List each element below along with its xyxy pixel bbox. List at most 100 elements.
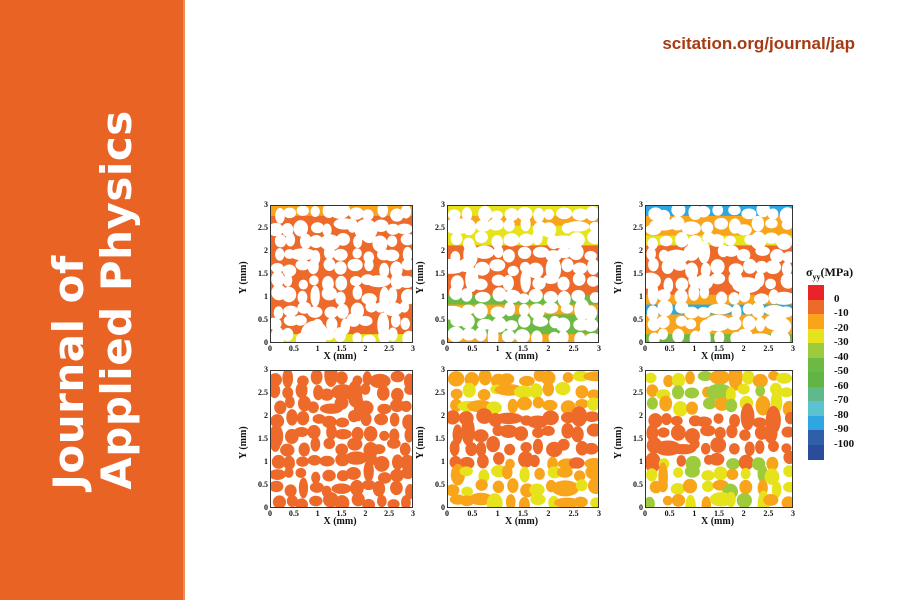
y-axis-label: Y (mm) (613, 426, 624, 459)
y-axis-label: Y (mm) (613, 261, 624, 294)
stress-map-plot (447, 370, 599, 508)
x-axis-label: X (mm) (701, 516, 734, 527)
y-tick-label: 1 (429, 457, 445, 466)
colorbar-label: -20 (834, 322, 849, 334)
y-tick-label: 2.5 (429, 388, 445, 397)
y-tick-label: 0 (627, 338, 643, 347)
x-tick-label: 3 (411, 344, 415, 353)
y-tick-label: 3 (252, 200, 268, 209)
y-tick-label: 1.5 (627, 269, 643, 278)
y-tick-label: 0.5 (429, 315, 445, 324)
colorbar-label: -30 (834, 336, 849, 348)
x-tick-label: 1 (692, 509, 696, 518)
y-axis-label: Y (mm) (415, 426, 426, 459)
x-tick-label: 0 (268, 509, 272, 518)
colorbar-swatch (808, 300, 824, 315)
x-tick-label: 2.5 (384, 509, 394, 518)
stress-map-plot (270, 205, 413, 343)
y-tick-label: 2 (429, 246, 445, 255)
x-tick-label: 0.5 (665, 509, 675, 518)
y-tick-label: 2 (627, 411, 643, 420)
y-tick-label: 2 (429, 411, 445, 420)
colorbar-label: 0 (834, 293, 840, 305)
y-tick-label: 0 (429, 338, 445, 347)
y-tick-label: 1.5 (252, 269, 268, 278)
y-tick-label: 0.5 (252, 315, 268, 324)
x-tick-label: 1 (496, 509, 500, 518)
stress-map-plot (447, 205, 599, 343)
x-tick-label: 2.5 (569, 344, 579, 353)
y-tick-label: 1.5 (252, 434, 268, 443)
x-tick-label: 2 (546, 344, 550, 353)
y-tick-label: 0.5 (429, 480, 445, 489)
x-tick-label: 0.5 (289, 344, 299, 353)
colorbar-label: -60 (834, 380, 849, 392)
y-tick-label: 0 (252, 338, 268, 347)
stress-map-plot (645, 205, 793, 343)
x-tick-label: 0 (445, 509, 449, 518)
y-tick-label: 2.5 (252, 388, 268, 397)
x-tick-label: 2.5 (569, 509, 579, 518)
y-tick-label: 0 (252, 503, 268, 512)
x-tick-label: 2 (742, 509, 746, 518)
y-tick-label: 3 (252, 365, 268, 374)
y-tick-label: 2 (627, 246, 643, 255)
colorbar-title: σyy(MPa) (806, 265, 853, 281)
x-tick-label: 2 (742, 344, 746, 353)
y-tick-label: 0 (627, 503, 643, 512)
y-tick-label: 2.5 (252, 223, 268, 232)
colorbar-swatch (808, 285, 824, 300)
y-tick-label: 1.5 (429, 434, 445, 443)
colorbar-swatch (808, 430, 824, 445)
x-tick-label: 0.5 (289, 509, 299, 518)
x-tick-label: 1 (496, 344, 500, 353)
colorbar-swatch (808, 387, 824, 402)
y-tick-label: 1 (429, 292, 445, 301)
x-tick-label: 1 (692, 344, 696, 353)
y-axis-label: Y (mm) (415, 261, 426, 294)
y-tick-label: 1.5 (627, 434, 643, 443)
x-tick-label: 0.5 (467, 509, 477, 518)
x-tick-label: 0 (268, 344, 272, 353)
y-tick-label: 0.5 (627, 315, 643, 324)
x-tick-label: 1 (316, 344, 320, 353)
y-tick-label: 1 (252, 292, 268, 301)
y-tick-label: 0.5 (252, 480, 268, 489)
x-tick-label: 0 (643, 509, 647, 518)
y-tick-label: 0 (429, 503, 445, 512)
colorbar-swatch (808, 416, 824, 431)
y-tick-label: 2 (252, 411, 268, 420)
colorbar-swatch (808, 372, 824, 387)
x-axis-label: X (mm) (505, 351, 538, 362)
y-tick-label: 2.5 (627, 388, 643, 397)
x-axis-label: X (mm) (505, 516, 538, 527)
colorbar-swatch (808, 401, 824, 416)
y-tick-label: 2 (252, 246, 268, 255)
journal-sidebar: Journal of Applied Physics (0, 0, 185, 600)
x-tick-label: 3 (597, 509, 601, 518)
journal-title-line1: Journal of (45, 110, 93, 489)
y-tick-label: 2.5 (429, 223, 445, 232)
x-axis-label: X (mm) (701, 351, 734, 362)
journal-url[interactable]: scitation.org/journal/jap (662, 34, 855, 54)
colorbar-label: -80 (834, 409, 849, 421)
y-tick-label: 3 (429, 200, 445, 209)
x-tick-label: 0 (643, 344, 647, 353)
colorbar-swatch (808, 358, 824, 373)
colorbar-label: -40 (834, 351, 849, 363)
y-axis-label: Y (mm) (238, 261, 249, 294)
x-tick-label: 2.5 (384, 344, 394, 353)
x-tick-label: 3 (791, 509, 795, 518)
x-tick-label: 2.5 (763, 344, 773, 353)
y-tick-label: 3 (627, 200, 643, 209)
x-tick-label: 3 (597, 344, 601, 353)
journal-title: Journal of Applied Physics (45, 110, 141, 489)
x-tick-label: 2 (363, 344, 367, 353)
x-tick-label: 1 (316, 509, 320, 518)
y-tick-label: 0.5 (627, 480, 643, 489)
colorbar-label: -90 (834, 423, 849, 435)
y-axis-label: Y (mm) (238, 426, 249, 459)
x-axis-label: X (mm) (324, 516, 357, 527)
x-tick-label: 2.5 (763, 509, 773, 518)
y-tick-label: 2.5 (627, 223, 643, 232)
